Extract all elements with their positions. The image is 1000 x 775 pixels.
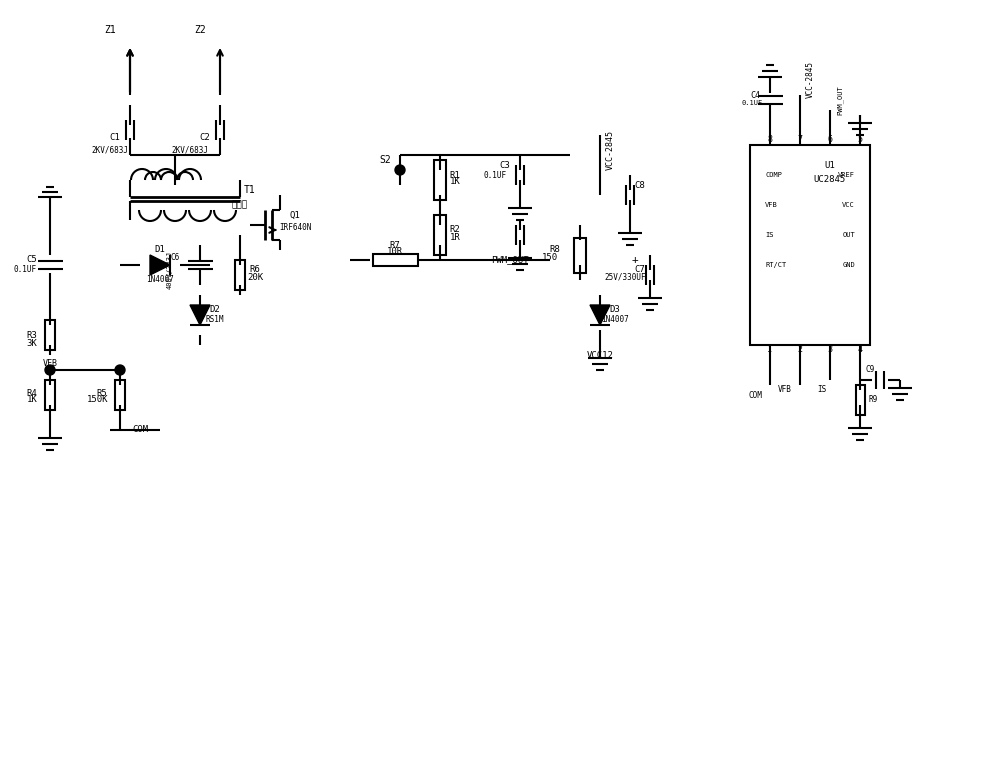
Text: C1: C1 [110,133,120,142]
Text: +: + [632,255,638,265]
Circle shape [45,365,55,375]
Bar [434,215,446,255]
Text: C3: C3 [500,160,510,170]
Text: 7: 7 [798,136,802,144]
Text: 1R: 1R [450,232,460,242]
Text: 0.1UF: 0.1UF [741,100,763,106]
Text: 3: 3 [828,346,832,354]
Text: 高压包: 高压包 [232,201,248,209]
Bar [235,260,245,290]
Text: 5: 5 [858,136,862,144]
Text: R7: R7 [390,240,400,250]
Bar [372,254,418,266]
Text: VCC-2845: VCC-2845 [806,61,814,98]
Text: IS: IS [765,232,774,238]
Text: C2: C2 [200,133,210,142]
Text: 2KV/683J: 2KV/683J [172,146,208,154]
Text: Z2: Z2 [194,25,206,35]
Text: 6: 6 [828,136,832,144]
Text: S2: S2 [379,155,391,165]
Text: R9: R9 [868,395,878,405]
Text: RT/CT: RT/CT [765,262,786,268]
Text: U1: U1 [825,160,835,170]
Text: R1: R1 [450,170,460,180]
Polygon shape [590,305,610,325]
Text: R8: R8 [550,246,560,254]
Text: C6: C6 [170,253,180,261]
Text: 20K: 20K [247,273,263,281]
Text: IS: IS [817,385,827,394]
Text: 1K: 1K [27,395,37,405]
Text: T1: T1 [244,185,256,195]
Polygon shape [190,305,210,325]
Text: 25V/330UF: 25V/330UF [604,273,646,281]
Text: 4: 4 [858,346,862,354]
Text: VREF: VREF [838,172,855,178]
Circle shape [115,365,125,375]
Text: VCC: VCC [842,202,855,208]
Text: GND: GND [842,262,855,268]
Text: R5: R5 [97,388,107,398]
Text: RS1M: RS1M [206,315,224,325]
Text: R6: R6 [250,266,260,274]
Text: C7: C7 [635,266,645,274]
Text: C5: C5 [27,256,37,264]
Polygon shape [150,255,170,275]
Text: C9: C9 [865,366,875,374]
Text: 1N4007: 1N4007 [601,315,629,325]
Text: Q1: Q1 [290,211,300,219]
Text: Z1: Z1 [104,25,116,35]
Text: PWM_OUT: PWM_OUT [837,85,843,115]
Text: 400V/223J: 400V/223J [167,251,173,289]
Bar [434,160,446,200]
Text: IRF640N: IRF640N [279,222,311,232]
Text: 2KV/683J: 2KV/683J [92,146,128,154]
Text: 150K: 150K [87,395,109,405]
Text: 10R: 10R [387,247,403,257]
Text: COM: COM [132,425,148,435]
Text: VFB: VFB [778,385,792,394]
Text: 150: 150 [542,253,558,261]
Text: VCC-2845: VCC-2845 [606,130,614,170]
Text: C8: C8 [635,181,645,190]
Text: 1K: 1K [450,177,460,187]
Bar [856,385,864,415]
Bar [115,380,125,410]
Bar [45,320,55,350]
Text: C4: C4 [750,91,760,99]
Text: D2: D2 [210,305,220,315]
Text: PWM_OUT: PWM_OUT [491,256,529,264]
Text: VFB: VFB [765,202,778,208]
Text: R3: R3 [27,330,37,339]
Text: VFB: VFB [42,359,58,367]
Bar [45,380,55,410]
Text: VCC12: VCC12 [587,350,613,360]
Text: D1: D1 [155,246,165,254]
Text: COM: COM [748,391,762,399]
Text: 3K: 3K [27,339,37,347]
Text: UC2845: UC2845 [814,175,846,184]
Text: R4: R4 [27,388,37,398]
Text: COMP: COMP [765,172,782,178]
Bar [750,145,870,345]
Text: 0.1UF: 0.1UF [13,266,37,274]
Bar [574,237,586,273]
Text: 2: 2 [798,346,802,354]
Text: R2: R2 [450,226,460,235]
Text: 0.1UF: 0.1UF [483,170,507,180]
Text: 1: 1 [768,346,772,354]
Circle shape [395,165,405,175]
Text: 8: 8 [768,136,772,144]
Text: 1N4007: 1N4007 [146,275,174,284]
Text: D3: D3 [610,305,620,315]
Text: OUT: OUT [842,232,855,238]
